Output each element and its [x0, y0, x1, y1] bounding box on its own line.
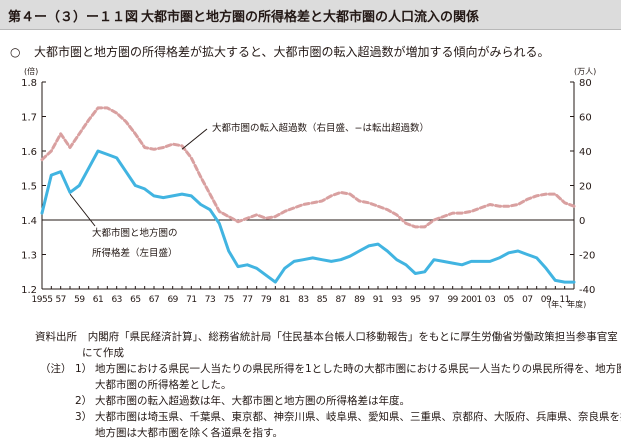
figure-number: 第４ー（３）ー１１図 [8, 10, 139, 25]
migration-series-label: 大都市圏の転入超過数（右目盛、−は転出超過数） [212, 122, 429, 134]
x-tick-label: 85 [317, 295, 327, 305]
y-right-tick-label: 60 [579, 113, 592, 124]
x-tick-label: 77 [242, 295, 252, 305]
x-tick-label: 71 [186, 295, 196, 305]
y-left-tick-label: 1.6 [21, 147, 37, 158]
figure-header: 第４ー（３）ー１１図 大都市圏と地方圏の所得格差と大都市圏の人口流入の関係 [0, 0, 621, 30]
x-tick-label: 1955 [32, 295, 53, 305]
y-left-tick-label: 1.2 [21, 285, 37, 296]
note-text-cont: 大都市圏の所得格差とした。 [95, 379, 232, 391]
x-tick-label: 69 [167, 295, 178, 305]
x-tick-label: 57 [55, 295, 65, 305]
x-tick-label: 81 [279, 295, 289, 305]
x-tick-label: 73 [205, 295, 215, 305]
chart-axes [41, 81, 575, 290]
y-left-tick-label: 1.4 [21, 216, 37, 227]
note-text: 地方圏における県民一人当たりの県民所得を1とした時の大都市圏における県民一人当た… [95, 363, 621, 375]
x-tick-label: 11 [559, 295, 569, 305]
note-number: 2） [75, 395, 93, 407]
x-tick-label: 95 [410, 295, 420, 305]
x-tick-label: 63 [111, 295, 121, 305]
note-item: 2） 大都市圏の転入超過数は年、大都市圏と地方圏の所得格差は年度。 [40, 393, 621, 409]
x-tick-label: 61 [93, 295, 103, 305]
x-tick-label: 75 [223, 295, 233, 305]
x-tick-label: 2001 [461, 295, 482, 305]
x-tick-label: 99 [447, 295, 458, 305]
notes-block: （注） 1） 地方圏における県民一人当たりの県民所得を1とした時の大都市圏におけ… [40, 361, 621, 441]
y-right-tick-label: -20 [579, 251, 595, 262]
migration-series-line [40, 106, 576, 229]
x-tick-label: 97 [429, 295, 439, 305]
summary-text: 大都市圏と地方圏の所得格差が拡大すると、大都市圏の転入超過数が増加する傾向がみら… [34, 45, 550, 59]
y-left-tick-label: 1.5 [21, 182, 37, 193]
x-tick-label: 83 [298, 295, 308, 305]
y-right-tick-label: -40 [579, 285, 595, 296]
income-ratio-label-line1: 大都市圏と地方圏の [92, 227, 178, 239]
income-ratio-label-line2: 所得格差（左目盛） [92, 247, 178, 259]
x-tick-label: 65 [130, 295, 140, 305]
chart-series [40, 106, 576, 284]
summary-line: ○ 大都市圏と地方圏の所得格差が拡大すると、大都市圏の転入超過数が増加する傾向がみ… [10, 43, 550, 60]
y-left-tick-label: 1.7 [21, 113, 37, 124]
source-text-cont: にて作成 [82, 347, 124, 359]
chart-annotations: 大都市圏の転入超過数（右目盛、−は転出超過数） 大都市圏と地方圏の所得格差（左目盛… [69, 122, 429, 259]
x-unit: (年、年度) [548, 299, 586, 309]
income-ratio-leader-line [69, 193, 96, 227]
source-line: 資料出所 内閣府「県民経済計算」、総務省統計局「住民基本台帳人口移動報告」をもと… [35, 330, 618, 344]
x-tick-label: 79 [261, 295, 272, 305]
y-right-tick-label: 40 [579, 147, 592, 158]
y-right-unit: (万人) [574, 67, 596, 76]
x-tick-label: 67 [149, 295, 159, 305]
note-item: 3） 大都市圏は埼玉県、千葉県、東京都、神奈川県、岐阜県、愛知県、三重県、京都府… [40, 409, 621, 425]
y-right-tick-label: 0 [579, 216, 585, 227]
figure-title: 大都市圏と地方圏の所得格差と大都市圏の人口流入の関係 [141, 10, 480, 25]
y-right-tick-label: 20 [579, 182, 592, 193]
note-text: 大都市圏の転入超過数は年、大都市圏と地方圏の所得格差は年度。 [95, 395, 410, 407]
x-tick-label: 05 [503, 295, 513, 305]
note-number: 3） [75, 411, 93, 423]
notes-label: （注） [40, 363, 72, 375]
y-left-tick-label: 1.8 [21, 78, 37, 89]
line-chart: 1.2 1.3 1.4 1.5 1.6 1.7 1.8 -40 -20 0 20 40 60 80 1955… [21, 66, 596, 309]
note-text: 大都市圏は埼玉県、千葉県、東京都、神奈川県、岐阜県、愛知県、三重県、京都府、大阪… [95, 411, 621, 423]
x-tick-label: 59 [74, 295, 85, 305]
note-item: （注） 1） 地方圏における県民一人当たりの県民所得を1とした時の大都市圏におけ… [40, 361, 621, 377]
x-tick-label: 89 [354, 295, 365, 305]
note-text-cont: 地方圏は大都市圏を除く各道県を指す。 [95, 427, 283, 439]
x-tick-label: 07 [522, 295, 532, 305]
x-tick-label: 93 [391, 295, 401, 305]
y-left-unit: (倍) [24, 66, 38, 76]
summary-bullet: ○ [10, 45, 21, 59]
x-tick-label: 91 [373, 295, 383, 305]
x-tick-label: 87 [335, 295, 345, 305]
income-ratio-series-line [40, 149, 576, 284]
x-tick-label: 09 [541, 295, 552, 305]
note-number: 1） [75, 363, 93, 375]
x-tick-label: 03 [485, 295, 495, 305]
y-right-tick-label: 80 [579, 78, 592, 89]
y-left-tick-label: 1.3 [21, 251, 37, 262]
migration-leader-line [181, 128, 208, 150]
source-label: 資料出所 [35, 331, 77, 343]
tick-labels: 1.2 1.3 1.4 1.5 1.6 1.7 1.8 -40 -20 0 20 40 60 80 1955… [21, 66, 596, 309]
source-text: 内閣府「県民経済計算」、総務省統計局「住民基本台帳人口移動報告」をもとに厚生労働… [87, 331, 618, 343]
